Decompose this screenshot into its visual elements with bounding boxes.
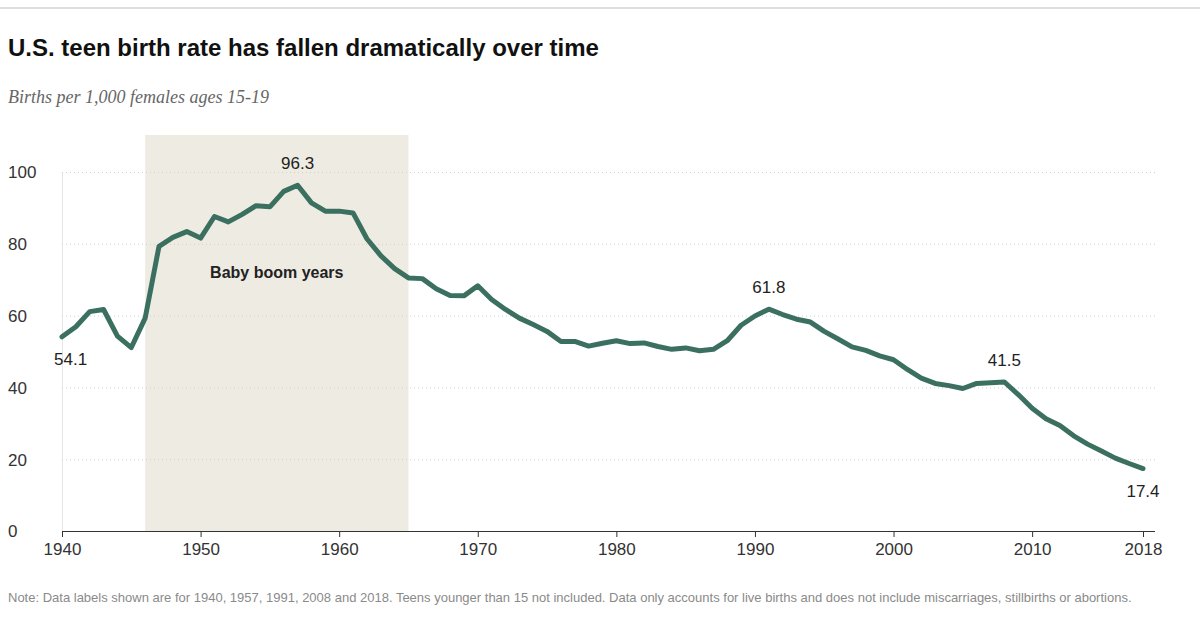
data-label: 61.8	[752, 278, 785, 297]
x-tick-label: 1960	[321, 540, 359, 559]
x-tick-label: 1950	[182, 540, 220, 559]
x-tick: 1940	[44, 531, 82, 559]
grid-line	[62, 244, 1155, 245]
x-tick: 1980	[598, 531, 636, 559]
grid-line	[62, 459, 1155, 460]
title: U.S. teen birth rate has fallen dramatic…	[8, 34, 599, 61]
x-tick-label: 1990	[737, 540, 775, 559]
x-tick-label: 2010	[1014, 540, 1052, 559]
x-tick: 2010	[1014, 531, 1052, 559]
y-tick-label: 40	[8, 379, 27, 398]
note: Note: Data labels shown are for 1940, 19…	[8, 589, 1193, 606]
x-axis-line	[63, 531, 1144, 532]
y-tick-label: 0	[8, 522, 17, 541]
x-axis: 1940 1950 1960 1970 1980 1990 2000 2010 2018	[44, 531, 1163, 559]
y-tick: 100	[8, 163, 1155, 182]
x-tick-mark	[894, 531, 895, 537]
grid-line	[62, 172, 1155, 173]
data-label: 54.1	[54, 350, 87, 369]
x-tick-mark	[339, 531, 340, 537]
line	[62, 185, 1143, 468]
x-tick-mark	[755, 531, 756, 537]
data-label: 96.3	[281, 154, 314, 173]
x-tick-label: 2018	[1125, 540, 1163, 559]
x-tick: 1960	[321, 531, 359, 559]
x-tick: 2018	[1125, 531, 1163, 559]
shaded-region-label: Baby boom years	[210, 264, 343, 281]
x-tick: 1970	[459, 531, 497, 559]
y-axis: 0 20 40 60 80 100	[8, 163, 1155, 541]
x-tick: 2000	[875, 531, 913, 559]
y-tick: 60	[8, 307, 1155, 326]
data-label: 41.5	[988, 351, 1021, 370]
y-tick: 80	[8, 235, 1155, 254]
x-tick-label: 1970	[459, 540, 497, 559]
y-tick-label: 100	[8, 163, 36, 182]
x-tick-mark	[62, 531, 63, 537]
top-rule	[0, 8, 1200, 9]
grid-line	[62, 387, 1155, 388]
y-tick: 0	[8, 522, 1155, 541]
x-tick-label: 1980	[598, 540, 636, 559]
x-tick: 1950	[182, 531, 220, 559]
x-tick-mark	[1032, 531, 1033, 537]
shaded-region	[145, 135, 408, 531]
plot-area	[62, 185, 1143, 468]
y-tick-label: 20	[8, 451, 27, 470]
x-tick-mark	[616, 531, 617, 537]
y-tick-label: 60	[8, 307, 27, 326]
y-tick-label: 80	[8, 235, 27, 254]
x-tick-mark	[478, 531, 479, 537]
data-label: 17.4	[1126, 482, 1159, 501]
x-tick-mark	[1143, 531, 1144, 537]
y-tick: 20	[8, 451, 1155, 470]
subtitle: Births per 1,000 females ages 15-19	[8, 87, 269, 107]
x-tick: 1990	[737, 531, 775, 559]
x-tick-label: 2000	[875, 540, 913, 559]
x-tick-label: 1940	[44, 540, 82, 559]
grid-line	[62, 316, 1155, 317]
x-tick-mark	[201, 531, 202, 537]
grid-line	[62, 531, 1155, 532]
